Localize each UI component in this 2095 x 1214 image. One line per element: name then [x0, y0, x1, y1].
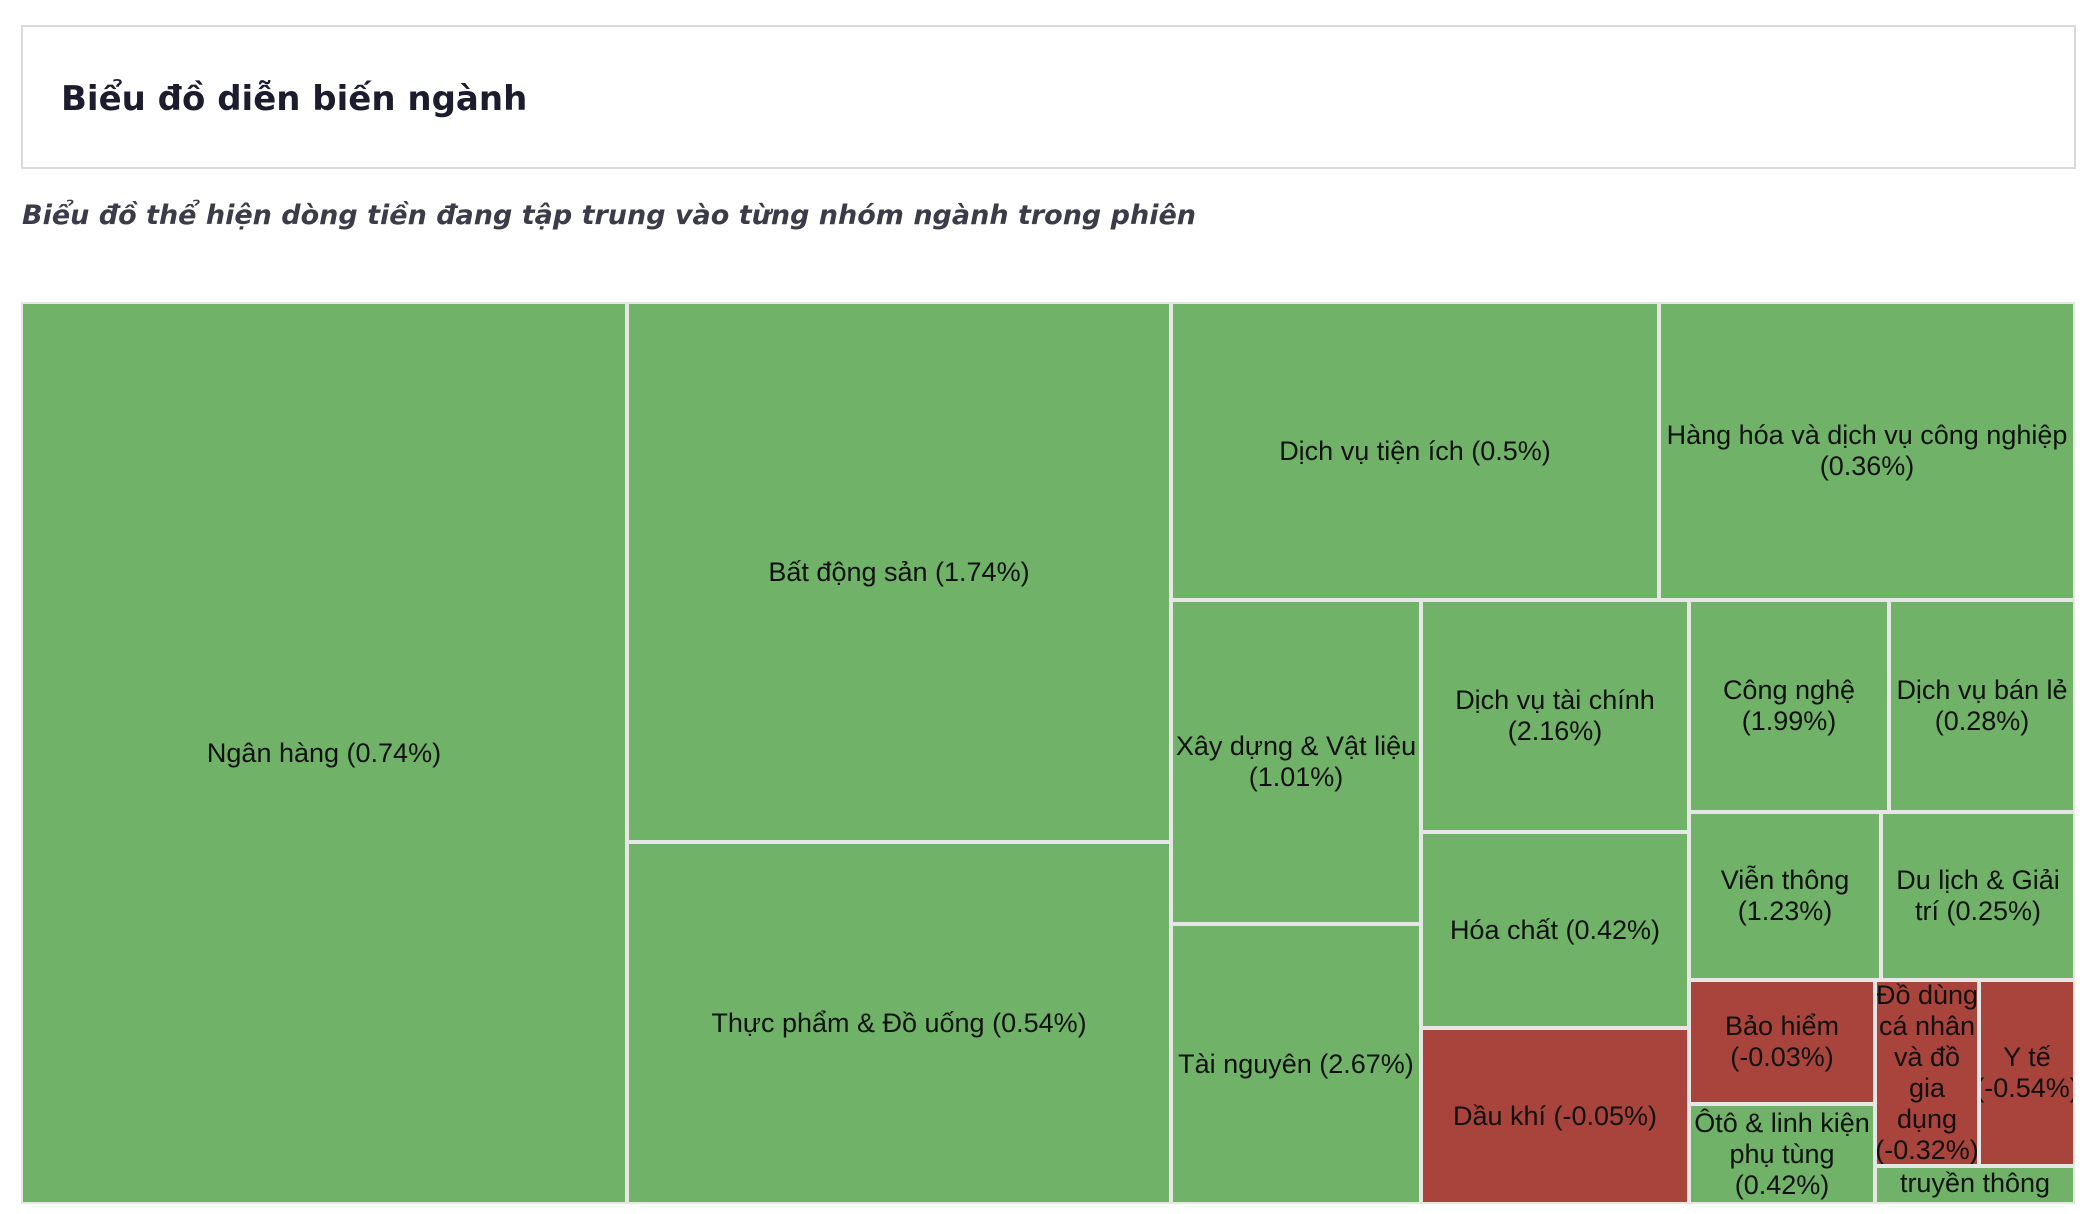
treemap-tile-label: Đồ dùng cá nhân và đồ gia dụng (-0.32%) [1875, 980, 1979, 1165]
treemap-tile-label: Dịch vụ bán lẻ (0.28%) [1896, 675, 2068, 736]
treemap-tile-xay-dung-vat-lieu[interactable]: Xây dựng & Vật liệu (1.01%) [1171, 600, 1421, 924]
chart-header-card: Biểu đồ diễn biến ngành [21, 25, 2076, 169]
page-title: Biểu đồ diễn biến ngành [61, 79, 528, 119]
treemap-tile-bao-hiem[interactable]: Bảo hiểm (-0.03%) [1689, 980, 1875, 1104]
treemap-tile-y-te[interactable]: Y tế (-0.54%) [1979, 980, 2075, 1166]
treemap-tile-label: Dịch vụ tài chính (2.16%) [1455, 685, 1655, 746]
treemap-tile-ngan-hang[interactable]: Ngân hàng (0.74%) [21, 302, 627, 1204]
treemap-tile-cong-nghe[interactable]: Công nghệ (1.99%) [1689, 600, 1889, 812]
treemap-tile-bat-dong-san[interactable]: Bất động sản (1.74%) [627, 302, 1171, 842]
treemap-tile-truyen-thong[interactable]: truyền thông [1875, 1166, 2075, 1204]
treemap-tile-label: Công nghệ (1.99%) [1722, 675, 1856, 736]
treemap-tile-do-dung-ca-nhan-va-do-gia-dung[interactable]: Đồ dùng cá nhân và đồ gia dụng (-0.32%) [1875, 980, 1979, 1166]
chart-subtitle: Biểu đồ thể hiện dòng tiền đang tập trun… [22, 200, 1196, 231]
treemap-tile-hang-hoa-va-dich-vu-cong-nghiep[interactable]: Hàng hóa và dịch vụ công nghiệp (0.36%) [1659, 302, 2075, 600]
treemap-tile-dau-khi[interactable]: Dầu khí (-0.05%) [1421, 1028, 1689, 1204]
treemap-tile-label: Dịch vụ tiện ích (0.5%) [1279, 435, 1551, 466]
treemap-tile-label: Ôtô & linh kiện phụ tùng (0.42%) [1694, 1107, 1870, 1200]
treemap-tile-label: truyền thông [1899, 1168, 2051, 1198]
treemap-tile-vien-thong[interactable]: Viễn thông (1.23%) [1689, 812, 1881, 980]
treemap-tile-label: Tài nguyên (2.67%) [1178, 1048, 1414, 1079]
treemap-tile-dich-vu-tai-chinh[interactable]: Dịch vụ tài chính (2.16%) [1421, 600, 1689, 832]
treemap-tile-tai-nguyen[interactable]: Tài nguyên (2.67%) [1171, 924, 1421, 1204]
treemap-tile-label: Dầu khí (-0.05%) [1452, 1100, 1658, 1131]
treemap-tile-label: Y tế (-0.54%) [1979, 1042, 2075, 1103]
treemap-tile-label: Thực phẩm & Đồ uống (0.54%) [711, 1007, 1087, 1038]
treemap-tile-label: Hóa chất (0.42%) [1449, 914, 1661, 945]
treemap-tile-label: Du lịch & Giải trí (0.25%) [1896, 865, 2060, 926]
treemap-tile-oto-linh-kien-phu-tung[interactable]: Ôtô & linh kiện phụ tùng (0.42%) [1689, 1104, 1875, 1204]
treemap-tile-thuc-pham-do-uong[interactable]: Thực phẩm & Đồ uống (0.54%) [627, 842, 1171, 1204]
treemap-tile-dich-vu-ban-le[interactable]: Dịch vụ bán lẻ (0.28%) [1889, 600, 2075, 812]
treemap-tile-hoa-chat[interactable]: Hóa chất (0.42%) [1421, 832, 1689, 1028]
treemap-tile-label: Xây dựng & Vật liệu (1.01%) [1175, 731, 1417, 792]
treemap-tile-label: Bảo hiểm (-0.03%) [1724, 1011, 1840, 1072]
treemap-tile-label: Hàng hóa và dịch vụ công nghiệp (0.36%) [1666, 420, 2068, 481]
treemap-tile-dich-vu-tien-ich[interactable]: Dịch vụ tiện ích (0.5%) [1171, 302, 1659, 600]
sector-treemap: Ngân hàng (0.74%) Bất động sản (1.74%) Thự… [21, 302, 2075, 1204]
treemap-tile-label: Bất động sản (1.74%) [768, 556, 1030, 587]
treemap-tile-du-lich-giai-tri[interactable]: Du lịch & Giải trí (0.25%) [1881, 812, 2075, 980]
treemap-tile-label: Ngân hàng (0.74%) [206, 737, 442, 768]
treemap-tile-label: Viễn thông (1.23%) [1720, 865, 1850, 926]
